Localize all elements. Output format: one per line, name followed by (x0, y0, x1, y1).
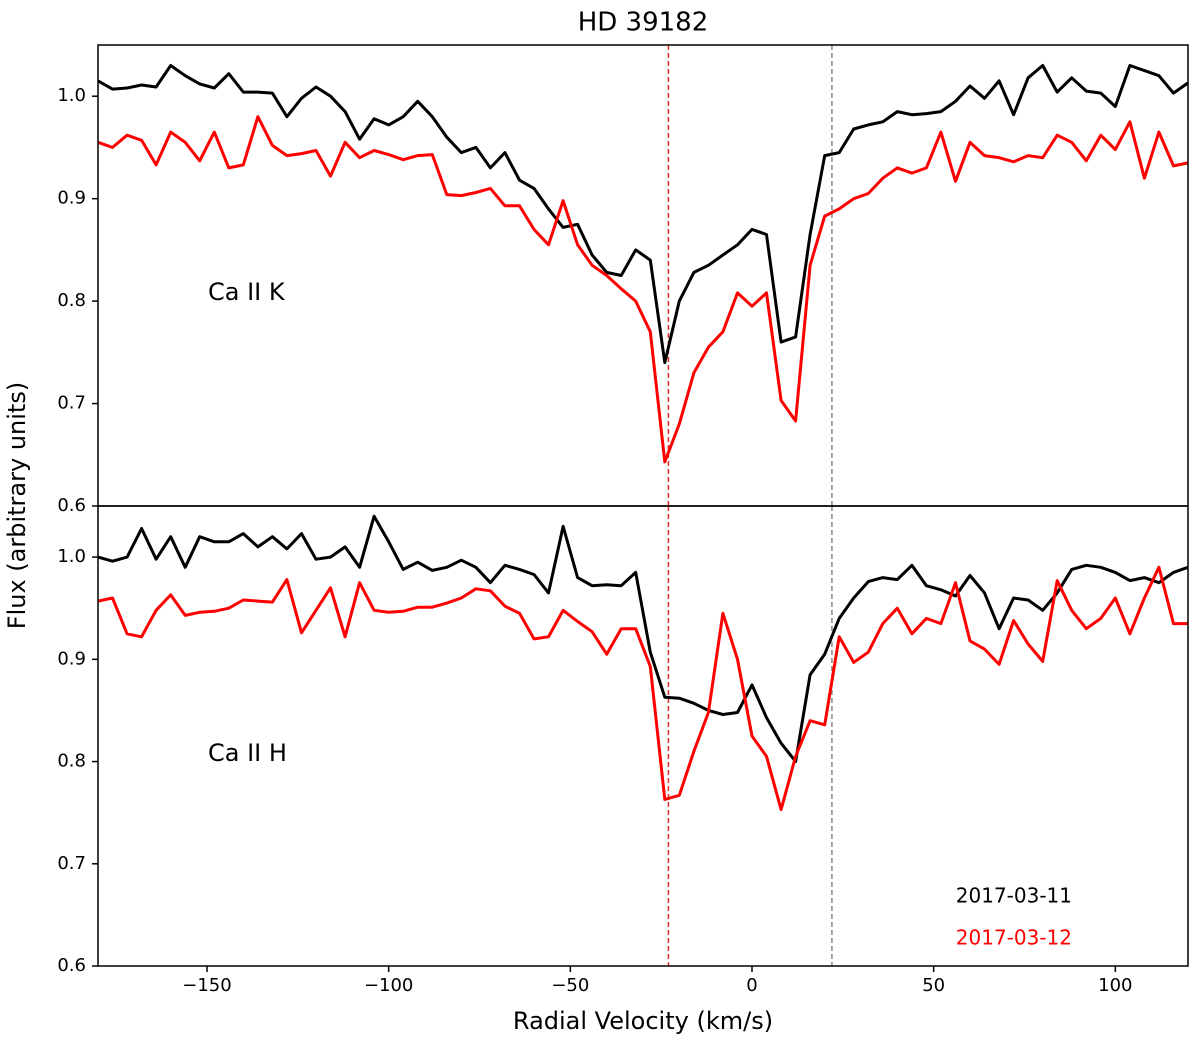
y-tick-label: 0.9 (57, 188, 86, 209)
plot-frame (97, 505, 1189, 967)
annotation: Ca II K (208, 278, 286, 306)
data-line (98, 514, 1188, 764)
y-tick-label: 0.8 (57, 290, 86, 311)
y-tick-label: 0.6 (57, 955, 86, 976)
x-tick-label: −150 (182, 975, 231, 996)
x-axis-label: Radial Velocity (km/s) (513, 1007, 773, 1035)
data-line (98, 64, 1188, 365)
chart-title: HD 39182 (578, 8, 709, 38)
x-tick-label: 100 (1098, 975, 1132, 996)
y-tick-label: 0.8 (57, 751, 86, 772)
y-axis-label: Flux (arbitrary units) (3, 382, 31, 629)
annotation: Ca II H (208, 739, 287, 767)
y-tick-label: 0.7 (57, 853, 86, 874)
data-line (98, 115, 1188, 464)
data-line (98, 565, 1188, 812)
y-tick-label: 0.7 (57, 393, 86, 414)
y-tick-label: 0.9 (57, 648, 86, 669)
plot-frame (97, 44, 1189, 507)
y-tick-label: 1.0 (57, 546, 86, 567)
x-tick-label: 50 (922, 975, 945, 996)
y-tick-label: 1.0 (57, 85, 86, 106)
legend-label: 2017-03-12 (956, 926, 1072, 950)
legend-label: 2017-03-11 (956, 884, 1072, 908)
x-tick-label: −50 (551, 975, 589, 996)
x-tick-label: 0 (746, 975, 757, 996)
x-tick-label: −100 (364, 975, 413, 996)
y-tick-label: 0.6 (57, 495, 86, 516)
